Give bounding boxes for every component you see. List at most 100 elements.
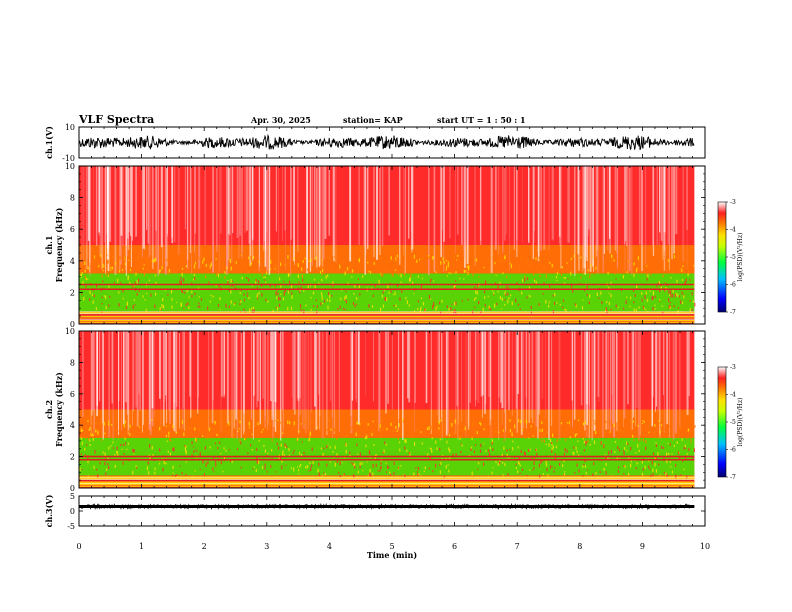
ch1-spectrogram-speck bbox=[447, 261, 449, 265]
ch1-spectrogram-speck bbox=[150, 293, 152, 297]
ch1-spectrogram-speck bbox=[548, 304, 550, 308]
ch2-colorbar-tick-label: -5 bbox=[730, 419, 736, 426]
ch2-spectrogram-speck bbox=[520, 420, 522, 422]
ch1-colorbar-tick-label: -4 bbox=[730, 227, 736, 234]
ch1-spectrogram-speck bbox=[110, 267, 112, 272]
ch2-spectrogram-speck bbox=[189, 427, 191, 430]
ch2-spectrogram-speck bbox=[642, 420, 644, 422]
ch2-spectrogram-speck bbox=[564, 471, 566, 473]
ch2-spectrogram-speck bbox=[219, 428, 221, 430]
ch2-spectrogram-streak bbox=[398, 331, 400, 420]
ch2-spectrogram-speck bbox=[87, 474, 89, 479]
ch2-spectrogram-speck bbox=[515, 467, 517, 469]
ch1-spectrogram-speck bbox=[290, 306, 293, 311]
ch2-spectrogram-speck bbox=[536, 453, 538, 457]
ch1-spectrogram-speck bbox=[633, 308, 635, 312]
ch1-spectrogram-speck bbox=[610, 308, 612, 311]
ch1-spectrogram-speck bbox=[134, 281, 136, 284]
ch2-spectrogram-streak bbox=[220, 331, 222, 433]
ch1-spectrogram-speck bbox=[654, 295, 656, 298]
ch2-spectrogram-speck bbox=[635, 452, 637, 454]
ch2-spectrogram-speck bbox=[499, 460, 501, 462]
ch2-spectrogram-speck bbox=[623, 473, 625, 475]
ch1-spectrogram-streak bbox=[106, 166, 109, 249]
ch2-spectrogram-streak bbox=[558, 331, 561, 440]
ch2-spectrogram-streak bbox=[538, 331, 540, 410]
ch2-spectrogram-speck bbox=[380, 433, 382, 437]
ch2-spectrogram-speck bbox=[548, 443, 550, 447]
ch2-spectrogram-speck bbox=[576, 450, 578, 454]
ch1-spectrogram-speck bbox=[167, 272, 169, 275]
ch1-spectrogram-streak bbox=[652, 166, 655, 256]
ch2-spectrogram-speck bbox=[333, 428, 335, 432]
ch1-spectrogram-speck bbox=[302, 278, 304, 282]
ch1-spectrogram-speck bbox=[419, 258, 421, 261]
ch2-spectrogram-streak bbox=[484, 331, 486, 414]
ch2-spectrogram-speck bbox=[413, 472, 415, 476]
ch2-spectrogram-speck bbox=[324, 473, 326, 476]
ch1-spectrogram-speck bbox=[275, 291, 277, 294]
ch2-spectrogram-speck bbox=[686, 453, 688, 455]
ch1-spectrogram-speck bbox=[261, 272, 263, 277]
ch2-spectrogram-speck bbox=[654, 462, 656, 467]
ch1-spectrogram-speck bbox=[511, 261, 513, 265]
ch1-spectrogram-speck bbox=[331, 268, 333, 271]
ch2-spectrogram-speck bbox=[674, 431, 676, 434]
ch1-spectrogram-streak bbox=[141, 166, 143, 258]
ch1-spectrogram-streak bbox=[502, 166, 504, 254]
ch2-spectrogram-streak bbox=[616, 331, 618, 431]
ch2-spectrogram-speck bbox=[385, 471, 388, 473]
ch2-spectrogram-speck bbox=[281, 459, 283, 463]
ch2-spectrogram-streak bbox=[235, 331, 238, 420]
ch2-spectrogram-speck bbox=[383, 449, 385, 453]
ch1-spectrogram-speck bbox=[583, 272, 585, 275]
ch2-spectrogram-speck bbox=[375, 454, 377, 456]
ch2-spectrogram-speck bbox=[638, 438, 640, 442]
ch1-spectrogram-speck bbox=[664, 289, 666, 292]
ch1-spectrogram-ylabel: Frequency (kHz) bbox=[54, 207, 64, 282]
ch1-spectrogram-speck bbox=[636, 284, 638, 289]
ch1-spectrogram-speck bbox=[122, 269, 124, 271]
ch2-spectrogram-speck bbox=[524, 435, 527, 439]
ch1-spectrogram-speck bbox=[356, 297, 358, 300]
ch2-spectrogram-speck bbox=[286, 445, 288, 448]
ch1-spectrogram-streak bbox=[184, 166, 186, 230]
ch1-spectrogram-streak bbox=[411, 166, 413, 253]
ch2-spectrogram-streak bbox=[169, 331, 171, 424]
ch1-spectrogram-speck bbox=[351, 276, 353, 278]
ch1-spectrogram-speck bbox=[101, 296, 103, 299]
ch1-spectrogram-speck bbox=[688, 271, 690, 275]
ch1-spectrogram-speck bbox=[669, 306, 671, 310]
ch1-spectrogram-speck bbox=[263, 272, 265, 274]
ch2-spectrogram-speck bbox=[649, 423, 651, 427]
ch1-spectrogram-speck bbox=[148, 279, 150, 282]
ch1-spectrogram-speck bbox=[548, 301, 550, 304]
ch1-spectrogram-streak bbox=[290, 166, 292, 240]
ch1-spectrogram-speck bbox=[80, 273, 82, 278]
ch2-spectrogram-speck bbox=[97, 430, 99, 435]
ch2-spectrogram-speck bbox=[569, 436, 571, 439]
ch1-spectrogram-speck bbox=[637, 267, 639, 271]
ch1-spectrogram-streak bbox=[89, 166, 91, 264]
ch2-spectrogram-speck bbox=[642, 437, 645, 442]
ch2-spectrogram-streak bbox=[274, 331, 277, 432]
ch1-spectrogram-speck bbox=[545, 299, 547, 304]
ch1-spectrogram-streak bbox=[136, 166, 137, 236]
ch3-waveform-trace-band bbox=[79, 505, 695, 508]
ch2-spectrogram-speck bbox=[319, 428, 321, 433]
ch1-spectrogram-speck bbox=[397, 259, 399, 264]
ch2-colorbar-label: log(PSD)(V²/Hz) bbox=[737, 398, 744, 447]
ch2-spectrogram-speck bbox=[483, 443, 485, 445]
ch1-spectrogram-speck bbox=[107, 274, 110, 277]
ch2-spectrogram-streak bbox=[135, 331, 137, 408]
ch2-spectrogram-speck bbox=[86, 444, 88, 446]
ch1-spectrogram-speck bbox=[494, 262, 496, 265]
ch1-spectrogram-speck bbox=[344, 308, 346, 311]
ch1-spectrogram-streak bbox=[574, 166, 576, 277]
ch2-spectrogram-speck bbox=[610, 449, 612, 454]
ch2-spectrogram-speck bbox=[555, 437, 558, 439]
ch1-spectrogram-streak bbox=[628, 166, 631, 271]
ch1-spectrogram-streak bbox=[191, 166, 192, 274]
ch1-spectrogram-speck bbox=[241, 276, 243, 280]
ch1-spectrogram-speck bbox=[394, 291, 396, 296]
